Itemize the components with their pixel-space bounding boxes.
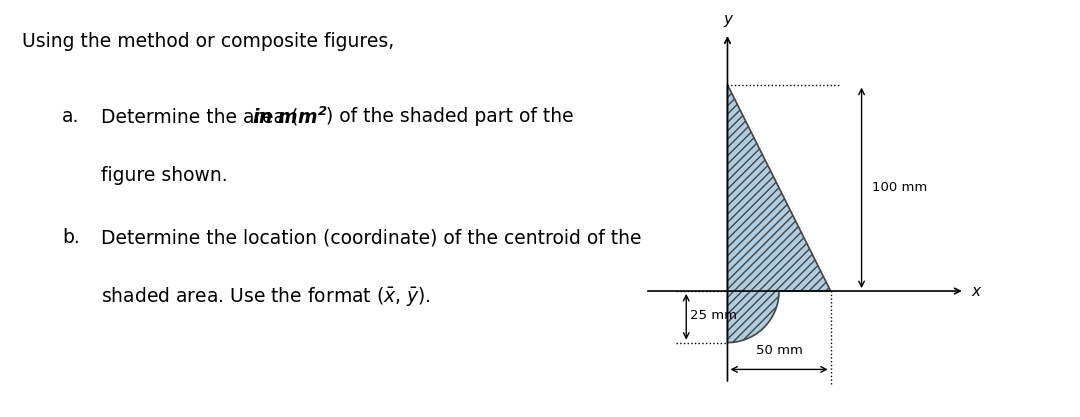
Text: 50 mm: 50 mm (756, 344, 802, 357)
Text: figure shown.: figure shown. (102, 166, 228, 185)
Text: $\bfit{in\ mm}^2$: $\bfit{in\ mm}^2$ (252, 106, 327, 128)
Text: a.: a. (62, 107, 79, 126)
Text: Using the method or composite figures,: Using the method or composite figures, (23, 32, 394, 51)
Text: x: x (971, 284, 980, 299)
Text: shaded area. Use the format ($\bar{x}$, $\bar{y}$).: shaded area. Use the format ($\bar{x}$, … (102, 284, 431, 308)
Text: ) of the shaded part of the: ) of the shaded part of the (326, 107, 573, 126)
Text: Determine the location (coordinate) of the centroid of the: Determine the location (coordinate) of t… (102, 228, 642, 247)
Text: 25 mm: 25 mm (690, 309, 738, 322)
Text: b.: b. (62, 228, 80, 247)
Text: 100 mm: 100 mm (872, 181, 927, 194)
Text: y: y (723, 12, 732, 27)
Text: Determine the area (: Determine the area ( (102, 107, 298, 126)
Polygon shape (728, 85, 831, 343)
